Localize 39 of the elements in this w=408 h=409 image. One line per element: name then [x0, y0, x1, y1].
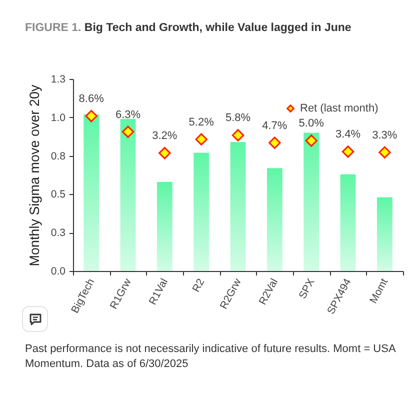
bar: [156, 182, 172, 271]
point: [305, 134, 318, 147]
point: [232, 129, 244, 142]
text: Past performance is not necessarily indicative of future results. Momt = USA Momentum. Data as of 6/30/2025: [25, 342, 397, 372]
y-axis-title: Monthly Sigma move over 20y: [26, 84, 42, 266]
data-label: 3.3%: [372, 129, 398, 142]
point: [378, 146, 391, 158]
y-tick-label: 1.3: [50, 74, 66, 86]
bar: [194, 152, 210, 271]
bar: [340, 174, 356, 271]
data-label: 4.7%: [262, 120, 288, 132]
bar: [230, 142, 246, 271]
y-tick-label: 0.3: [50, 227, 66, 240]
data-label: 3.2%: [152, 130, 178, 142]
y-tick-label: 1.0: [50, 112, 66, 124]
bar: [120, 118, 136, 271]
bar: [266, 168, 282, 271]
data-label: 8.6%: [78, 93, 104, 106]
legend-label: Ret (last month): [300, 102, 378, 114]
point: [195, 133, 208, 146]
bar: [84, 114, 100, 271]
x-tick-label: R2: [190, 276, 208, 294]
point: [85, 110, 98, 122]
data-label: 6.3%: [115, 108, 141, 121]
point: [158, 146, 171, 160]
point: [268, 136, 281, 149]
data-label: 5.8%: [225, 112, 251, 124]
bar: [304, 132, 320, 271]
y-tick-label: 0.5: [50, 188, 66, 201]
data-label: 5.0%: [298, 118, 324, 130]
point: [122, 126, 134, 138]
y-tick-label: 0.0: [50, 266, 66, 278]
bar: [376, 197, 392, 271]
x-tick-label: SPX: [296, 276, 318, 301]
data-label: 5.2%: [188, 116, 214, 128]
data-label: 3.4%: [335, 128, 361, 141]
chart-title: FIGURE 1. Big Tech and Growth, while Value lagged in June: [25, 22, 352, 34]
point: [342, 146, 354, 158]
y-tick-label: 0.8: [50, 150, 66, 162]
